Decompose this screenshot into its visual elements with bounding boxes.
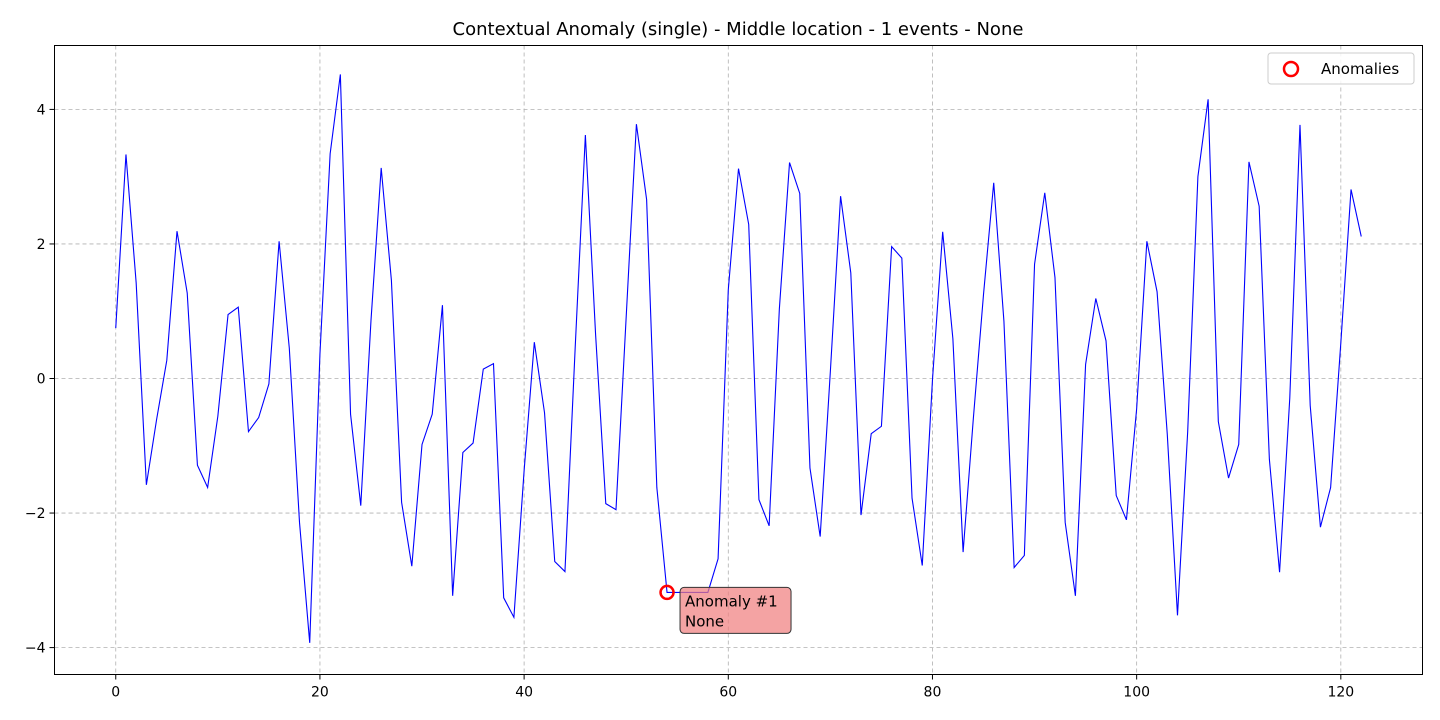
y-tick-label: 0 (37, 372, 46, 388)
grid (54, 45, 1423, 675)
chart-title: Contextual Anomaly (single) - Middle loc… (453, 19, 1024, 40)
x-tick-label: 20 (311, 685, 329, 701)
anomaly-annotation-title: Anomaly #1 (685, 592, 778, 610)
x-tick-label: 0 (111, 685, 120, 701)
y-tick-label: 4 (37, 102, 46, 118)
axes: 0 20 40 60 80 100 120 −4 −2 0 2 4 (25, 102, 1354, 700)
anomaly-annotation-type: None (685, 612, 724, 630)
series-line (115, 74, 1362, 643)
legend: Anomalies (1267, 52, 1415, 85)
plot-frame (54, 45, 1423, 675)
anomaly-annotation-box (679, 586, 792, 634)
y-tick-label: 2 (37, 237, 46, 253)
legend-anomaly-marker (1282, 60, 1300, 78)
x-tick-label: 100 (1123, 685, 1150, 701)
legend-anomaly-label: Anomalies (1321, 60, 1399, 78)
y-tick-label: −2 (25, 506, 46, 522)
series-layer (115, 74, 1362, 643)
anomaly-marker (659, 584, 675, 601)
x-tick-label: 60 (719, 685, 737, 701)
anomaly-layer: Anomaly #1 None (659, 584, 792, 634)
x-tick-label: 120 (1327, 685, 1354, 701)
x-tick-label: 40 (515, 685, 533, 701)
x-tick-label: 80 (924, 685, 942, 701)
y-tick-label: −4 (25, 641, 46, 657)
legend-box (1267, 52, 1415, 85)
